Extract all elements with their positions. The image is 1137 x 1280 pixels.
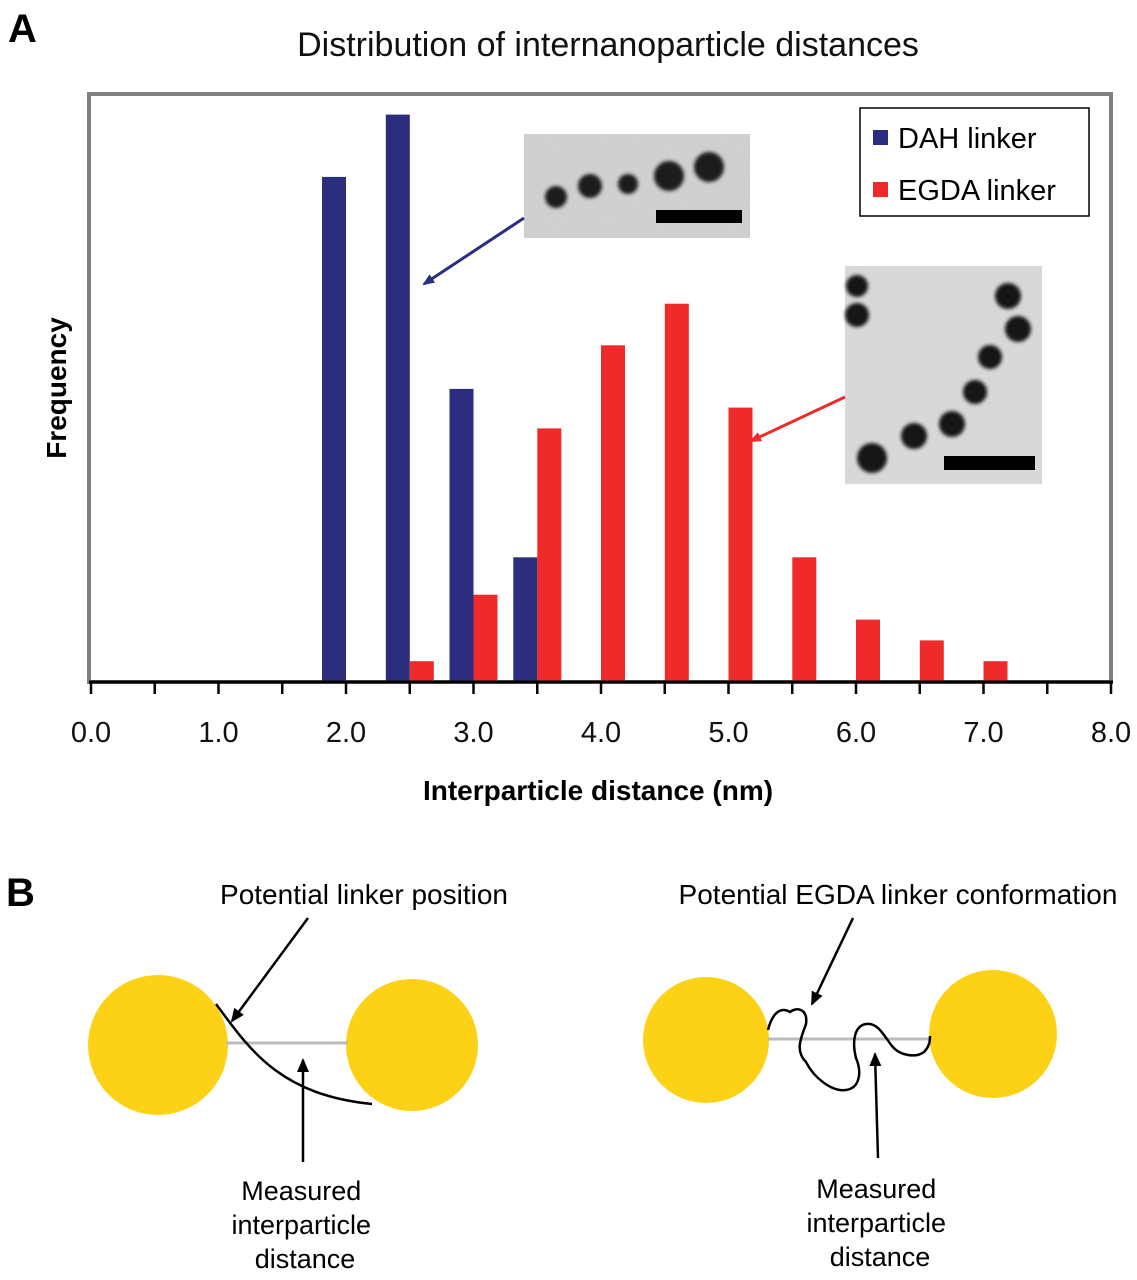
legend-box — [859, 107, 1090, 217]
legend-swatch-egda — [873, 182, 888, 197]
bar-egda-4.0 — [601, 345, 625, 682]
inset-micrograph-dah — [524, 134, 750, 238]
legend-swatch-dah — [873, 130, 888, 145]
pointer-arrow-linker-position — [230, 917, 310, 1023]
panel-b-letter: B — [6, 871, 35, 915]
legend-label-egda: EGDA linker — [898, 175, 1056, 207]
measured-label-left-line2: interparticle — [231, 1210, 371, 1240]
measured-label-left-line3: distance — [255, 1244, 356, 1274]
chart-title: Distribution of internanoparticle distan… — [297, 26, 919, 64]
y-axis-label: Frequency — [41, 317, 72, 459]
x-tick-label: 4.0 — [581, 717, 621, 749]
measured-label-right-line2: interparticle — [806, 1208, 946, 1238]
pointer-arrow-egda-conformation — [810, 917, 855, 1006]
annotation-potential-egda-conformation: Potential EGDA linker conformation — [679, 879, 1118, 910]
legend: DAH linker EGDA linker — [859, 107, 1090, 217]
legend-label-dah: DAH linker — [898, 123, 1037, 155]
x-tick-label: 7.0 — [963, 717, 1003, 749]
bar-dah-3.0 — [449, 388, 474, 682]
scale-bar-dah — [656, 210, 742, 223]
linker-curve-dah — [214, 1003, 373, 1106]
measured-label-left-line1: Measured — [241, 1176, 361, 1206]
x-tick-label: 8.0 — [1091, 717, 1131, 749]
bar-dah-3.5 — [513, 557, 538, 682]
scale-bar-egda — [944, 456, 1035, 470]
x-tick-label: 3.0 — [453, 717, 493, 749]
nanoparticle-left-2 — [346, 979, 478, 1111]
measured-label-right-line3: distance — [830, 1242, 931, 1272]
x-tick-label: 1.0 — [198, 717, 238, 749]
bar-egda-5.5 — [792, 557, 817, 682]
x-ticks-group: 0.0 1.0 2.0 3.0 4.0 5.0 6.0 7.0 8.0 — [71, 682, 1131, 749]
nanoparticle-left-1 — [88, 975, 228, 1115]
arrow-egda — [749, 395, 846, 443]
panel-a-letter: A — [8, 7, 37, 51]
x-tick-label: 5.0 — [708, 717, 748, 749]
annotation-potential-linker-position: Potential linker position — [220, 879, 508, 910]
measured-label-right-line1: Measured — [816, 1174, 936, 1204]
bar-egda-3.5 — [537, 428, 562, 682]
svg-text:Measured interparticle: Measured interparticle distance — [806, 1174, 953, 1272]
x-tick-label: 6.0 — [836, 717, 876, 749]
bar-dah-2.0 — [322, 176, 346, 682]
nanoparticle-right-1 — [643, 977, 769, 1103]
svg-text:Measured interparticle: Measured interparticle distance — [231, 1176, 378, 1274]
bars-group — [322, 114, 1008, 683]
bar-egda-6.0 — [856, 619, 880, 682]
x-axis-label: Interparticle distance (nm) — [423, 775, 773, 806]
linker-curve-egda — [766, 1008, 932, 1092]
x-tick-label: 0.0 — [71, 717, 111, 749]
bar-egda-2.5 — [409, 661, 434, 682]
inset-micrograph-egda — [845, 266, 1042, 484]
bar-egda-4.5 — [664, 303, 689, 682]
bar-dah-2.5 — [385, 114, 410, 683]
schematic-dah: Potential linker position Measured inter… — [88, 879, 508, 1274]
bar-egda-3.0 — [473, 594, 498, 682]
nanoparticle-right-2 — [929, 970, 1057, 1098]
pointer-arrow-measured-right — [869, 1052, 882, 1159]
arrow-dah — [422, 216, 525, 286]
bar-egda-5.0 — [728, 407, 753, 682]
bar-egda-7.0 — [983, 661, 1008, 682]
bar-egda-6.5 — [919, 640, 944, 682]
schematic-egda: Potential EGDA linker conformation Measu… — [643, 879, 1117, 1272]
x-tick-label: 2.0 — [326, 717, 366, 749]
